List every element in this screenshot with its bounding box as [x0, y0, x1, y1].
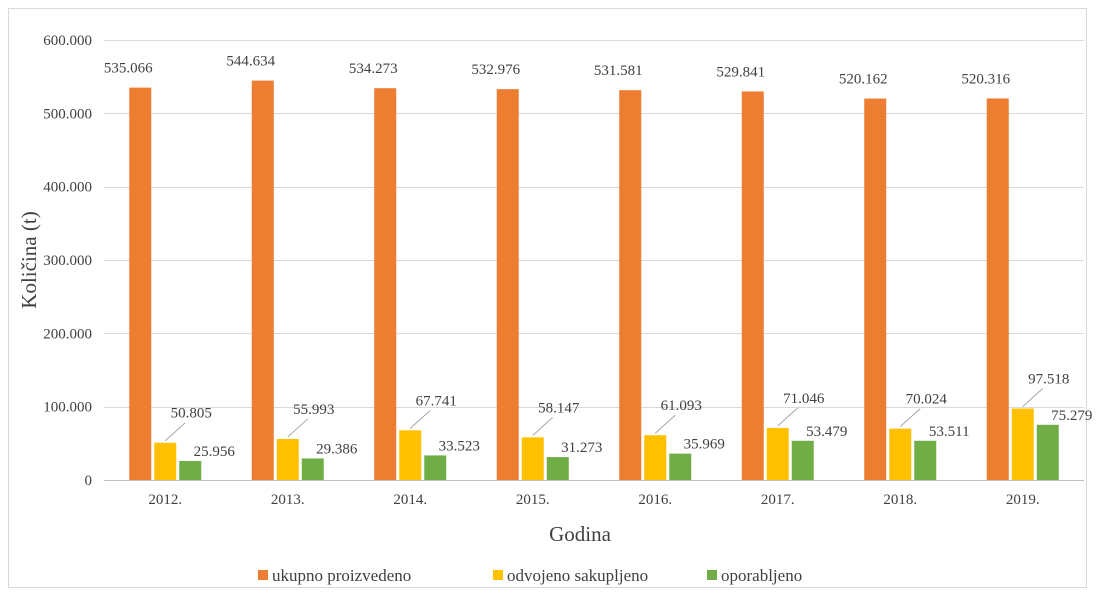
- bar-oporabljeno: [424, 455, 447, 480]
- leader-line: [1022, 388, 1044, 407]
- bar-odvojeno-sakupljeno: [399, 430, 422, 480]
- bar-odvojeno-sakupljeno: [766, 427, 789, 480]
- data-label: 55.993: [293, 402, 334, 418]
- legend-swatch: [707, 570, 717, 580]
- y-tick-label: 0: [85, 473, 93, 489]
- leader-line: [532, 416, 554, 436]
- legend-swatch: [258, 570, 268, 580]
- x-tick-label: 2014.: [393, 492, 427, 508]
- x-tick-label: 2015.: [516, 492, 550, 508]
- leader-line: [409, 409, 431, 429]
- x-axis-title: Godina: [549, 522, 612, 546]
- legend-label: oporabljeno: [721, 566, 802, 585]
- x-tick-label: 2019.: [1006, 492, 1040, 508]
- data-label: 534.273: [349, 61, 398, 77]
- y-axis-ticks: 0 100.000 200.000 300.000 400.000 500.000 600.…: [43, 33, 92, 489]
- y-tick-label: 500.000: [43, 106, 92, 122]
- y-tick-label: 200.000: [43, 326, 92, 342]
- data-label: 25.956: [194, 444, 236, 460]
- data-label: 70.024: [906, 392, 948, 408]
- x-tick-label: 2016.: [638, 492, 672, 508]
- bar-odvojeno-sakupljeno: [644, 435, 667, 480]
- data-label: 535.066: [104, 61, 153, 77]
- data-label: 35.969: [684, 437, 725, 453]
- x-tick-label: 2017.: [761, 492, 795, 508]
- x-axis-ticks: 2012. 2013. 2014. 2015. 2016. 2017. 2018. 2019.: [148, 492, 1039, 508]
- bar-odvojeno-sakupljeno: [154, 442, 177, 480]
- bar-ukupno-proizvedeno: [619, 90, 642, 480]
- bar-ukupno-proizvedeno: [741, 91, 764, 480]
- data-label: 97.518: [1028, 371, 1069, 387]
- data-label: 529.841: [716, 64, 765, 80]
- data-label: 67.741: [416, 393, 457, 409]
- y-axis-title: Količina (t): [17, 211, 41, 308]
- data-label: 53.479: [806, 424, 847, 440]
- y-tick-label: 600.000: [43, 33, 92, 49]
- y-tick-label: 300.000: [43, 253, 92, 269]
- data-label: 544.634: [226, 54, 275, 70]
- data-label: 29.386: [316, 441, 358, 457]
- bar-ukupno-proizvedeno: [496, 89, 519, 480]
- legend: ukupno proizvedeno odvojeno sakupljeno opo…: [258, 566, 802, 585]
- bar-oporabljeno: [179, 460, 202, 480]
- data-label: 520.316: [961, 71, 1010, 87]
- data-label: 75.279: [1051, 408, 1092, 424]
- bar-ukupno-proizvedeno: [129, 87, 152, 481]
- data-label: 33.523: [439, 438, 480, 454]
- legend-swatch: [493, 570, 503, 580]
- y-tick-label: 400.000: [43, 180, 92, 196]
- bars: [129, 80, 1059, 481]
- bar-ukupno-proizvedeno: [251, 80, 274, 480]
- bar-odvojeno-sakupljeno: [1011, 408, 1034, 480]
- leader-line: [777, 407, 799, 427]
- bar-odvojeno-sakupljeno: [889, 428, 912, 480]
- y-tick-label: 100.000: [43, 400, 92, 416]
- bar-oporabljeno: [301, 458, 324, 480]
- leader-line: [899, 408, 921, 428]
- bar-ukupno-proizvedeno: [374, 88, 397, 480]
- data-label: 61.093: [661, 398, 702, 414]
- data-label: 58.147: [538, 400, 580, 416]
- leader-line: [287, 418, 309, 438]
- data-label: 71.046: [783, 391, 825, 407]
- data-labels: 535.066 50.805 25.956 544.634 55.993 29.386 53…: [104, 54, 1093, 460]
- leader-line: [654, 414, 676, 434]
- data-label: 31.273: [561, 440, 602, 456]
- data-label: 520.162: [839, 72, 888, 88]
- data-label: 532.976: [471, 62, 520, 78]
- x-tick-label: 2018.: [883, 492, 917, 508]
- bar-oporabljeno: [791, 440, 814, 480]
- bar-odvojeno-sakupljeno: [521, 437, 544, 480]
- x-tick-label: 2012.: [148, 492, 182, 508]
- bar-ukupno-proizvedeno: [864, 98, 887, 481]
- data-label: 531.581: [594, 63, 643, 79]
- x-tick-label: 2013.: [271, 492, 305, 508]
- data-label: 53.511: [929, 424, 970, 440]
- bar-oporabljeno: [1036, 424, 1059, 480]
- legend-label: ukupno proizvedeno: [272, 566, 411, 585]
- bar-oporabljeno: [914, 440, 937, 480]
- legend-label: odvojeno sakupljeno: [507, 566, 648, 585]
- bar-ukupno-proizvedeno: [986, 98, 1009, 480]
- bar-oporabljeno: [546, 457, 569, 480]
- leader-line: [164, 422, 186, 442]
- data-label: 50.805: [171, 406, 212, 422]
- bar-oporabljeno: [669, 453, 692, 480]
- chart-frame: [8, 8, 1087, 588]
- bar-odvojeno-sakupljeno: [276, 438, 299, 480]
